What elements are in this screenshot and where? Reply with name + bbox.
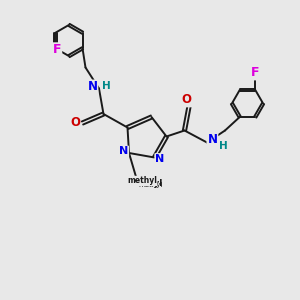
Text: N: N [87,80,98,94]
Text: F: F [251,66,260,80]
Text: H: H [219,141,228,151]
Text: N: N [155,154,164,164]
Text: N: N [207,133,218,146]
Text: N: N [119,146,128,157]
Text: methyl: methyl [138,182,162,188]
Text: O: O [182,93,192,106]
Text: methyl: methyl [127,179,163,188]
Text: F: F [53,43,61,56]
Text: methyl: methyl [127,176,157,185]
Text: H: H [102,80,111,91]
Text: O: O [70,116,80,130]
